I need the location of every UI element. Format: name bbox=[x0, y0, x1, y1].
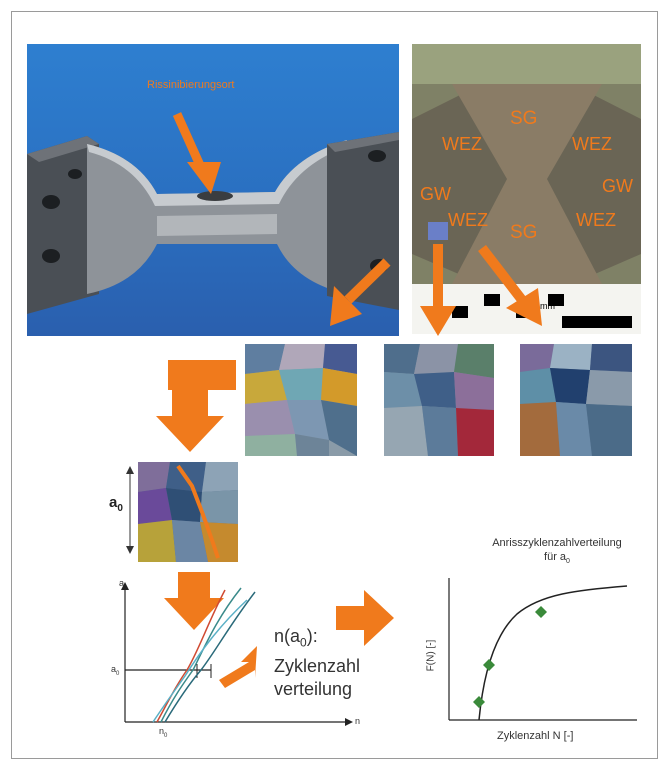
label-wez-top-left: WEZ bbox=[442, 134, 482, 154]
label-gw-right: GW bbox=[602, 176, 633, 196]
a0-label: a0 bbox=[109, 494, 123, 514]
label-wez-top-right: WEZ bbox=[572, 134, 612, 154]
crack-sample bbox=[138, 462, 238, 562]
distribution-line1: n(a0): bbox=[274, 626, 318, 650]
weld-section-drawing bbox=[412, 44, 641, 334]
label-sg-bottom: SG bbox=[510, 222, 538, 243]
plot-left-y-label: a bbox=[119, 578, 125, 588]
plot-left-x-label: n bbox=[355, 716, 361, 726]
distribution-plot: Anrisszyklenzahlverteilung für a0 F(N) [… bbox=[425, 528, 647, 748]
crack-growth-plot: a n a0 n0 bbox=[107, 578, 361, 740]
label-wez-bottom-left: WEZ bbox=[448, 210, 488, 230]
flow-arrows-top bbox=[156, 244, 542, 646]
distribution-line3: verteilung bbox=[274, 678, 353, 699]
distribution-line2: Zyklenzahl bbox=[274, 655, 361, 676]
weld-cross-section: SG SG WEZ WEZ WEZ WEZ GW GW mm bbox=[412, 44, 641, 334]
distribution-axes bbox=[448, 578, 637, 721]
plot-left-n0-tick: n0 bbox=[159, 726, 168, 739]
scale-unit: mm bbox=[540, 301, 555, 311]
plot-left-a0-tick: a0 bbox=[111, 664, 120, 677]
a0-dimension-line bbox=[126, 466, 134, 554]
crack-location-arrow bbox=[172, 112, 221, 194]
label-wez-bottom-right: WEZ bbox=[576, 210, 616, 230]
crack-location-label: Rissinibierungsort bbox=[147, 79, 235, 91]
distribution-text: n(a0): Zyklenzahl verteilung bbox=[274, 625, 360, 701]
crack-growth-axes bbox=[121, 582, 353, 726]
plot-right-y-label: F(N) [-] bbox=[425, 639, 437, 672]
figure-frame: Rissinibierungsort SG SG WEZ WEZ bbox=[11, 11, 658, 759]
microstructure-haz bbox=[384, 344, 494, 456]
plot-right-title: Anrisszyklenzahlverteilung für a0 bbox=[492, 537, 622, 566]
label-gw-left: GW bbox=[420, 184, 451, 204]
plot-right-x-label: Zyklenzahl N [-] bbox=[497, 730, 574, 742]
microstructure-base bbox=[245, 344, 357, 456]
label-sg-top: SG bbox=[510, 108, 538, 129]
microstructure-weld bbox=[520, 344, 632, 456]
